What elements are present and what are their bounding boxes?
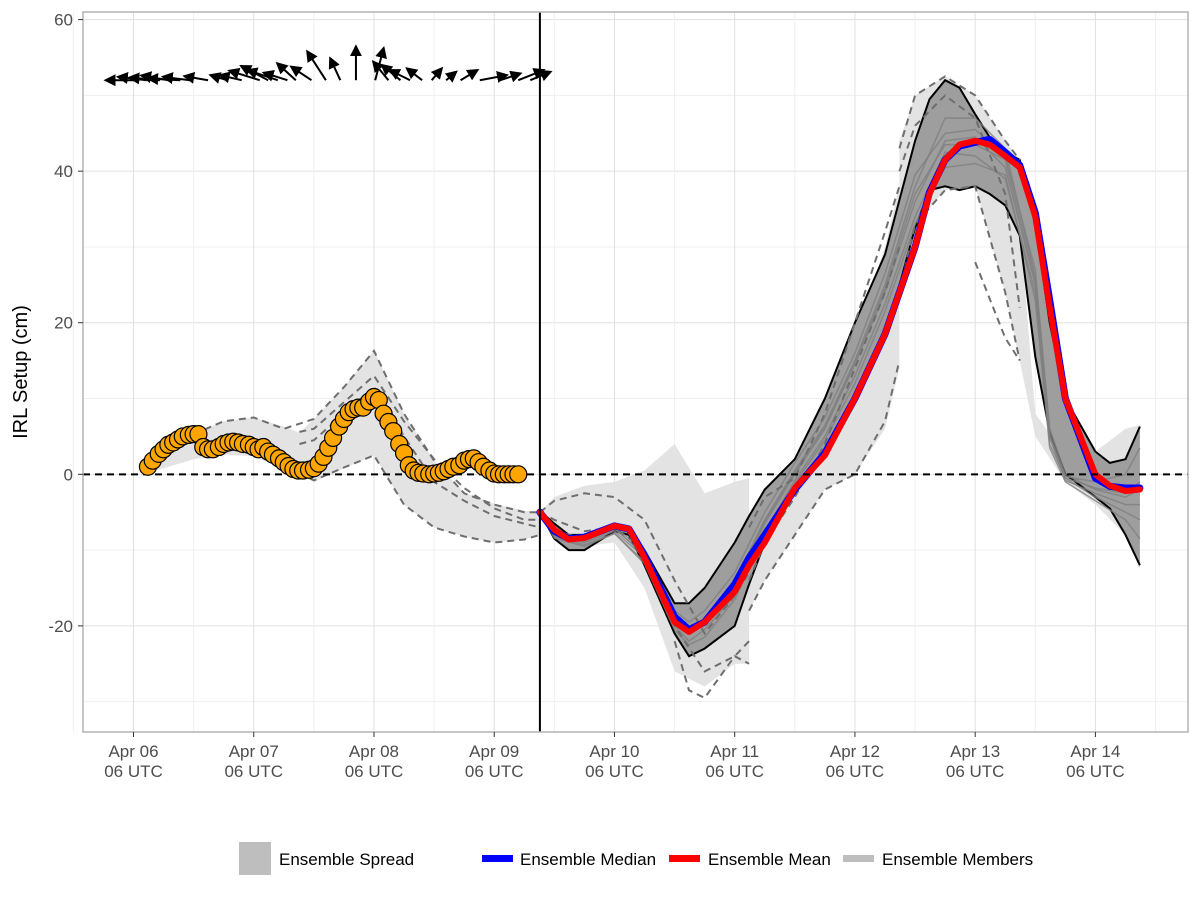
x-tick-label: 06 UTC bbox=[1066, 762, 1125, 781]
hindcast-spread-area bbox=[147, 350, 540, 543]
forecast-spread-area bbox=[539, 76, 1140, 687]
mean-line bbox=[536, 137, 1143, 635]
y-tick-label: 60 bbox=[54, 11, 73, 30]
legend-label-spread: Ensemble Spread bbox=[279, 850, 414, 869]
x-tick-label: 06 UTC bbox=[465, 762, 524, 781]
member-line bbox=[539, 162, 1141, 646]
legend-swatch-members bbox=[843, 855, 874, 862]
legend-label-members: Ensemble Members bbox=[882, 850, 1033, 869]
reference-lines bbox=[83, 12, 1188, 732]
legend-label-mean: Ensemble Mean bbox=[708, 850, 831, 869]
wind-arrows bbox=[103, 44, 553, 87]
ensemble-envelope-area bbox=[539, 80, 1140, 657]
wind-arrow bbox=[444, 70, 458, 83]
wind-arrow bbox=[405, 67, 423, 81]
y-axis-label: IRL Setup (cm) bbox=[10, 305, 32, 439]
x-tick-label: 06 UTC bbox=[345, 762, 404, 781]
x-tick-label: Apr 14 bbox=[1070, 742, 1120, 761]
spread-boundary-dashed bbox=[898, 94, 1021, 308]
x-tick-label: Apr 11 bbox=[710, 742, 759, 761]
wind-arrow bbox=[289, 65, 313, 82]
x-tick-label: 06 UTC bbox=[224, 762, 283, 781]
x-tick-label: Apr 12 bbox=[830, 742, 880, 761]
legend-swatch-median bbox=[482, 855, 513, 862]
wind-arrow bbox=[430, 66, 444, 81]
x-tick-label: 06 UTC bbox=[705, 762, 764, 781]
spread-boundary-dashed bbox=[299, 374, 540, 521]
wind-arrow bbox=[479, 71, 509, 83]
ensemble-series bbox=[536, 135, 1144, 635]
x-tick-label: Apr 13 bbox=[950, 742, 1000, 761]
spread-boundary-dashed bbox=[974, 261, 1021, 362]
spread-boundary-dashed bbox=[539, 511, 750, 673]
legend-swatch-mean bbox=[669, 855, 700, 862]
spread-boundary-dashed bbox=[193, 348, 540, 514]
spread-boundary-dashed bbox=[298, 454, 541, 544]
wind-arrow bbox=[261, 70, 288, 82]
x-tick-label: Apr 09 bbox=[469, 742, 519, 761]
plot-border bbox=[82, 11, 1189, 733]
x-tick-label: 06 UTC bbox=[585, 762, 644, 781]
x-tick-label: Apr 08 bbox=[349, 742, 399, 761]
spread-boundary-dashed bbox=[898, 185, 1021, 361]
x-tick-label: Apr 10 bbox=[589, 742, 639, 761]
legend-label-median: Ensemble Median bbox=[520, 850, 656, 869]
x-tick-label: 06 UTC bbox=[826, 762, 885, 781]
wind-arrow bbox=[182, 71, 209, 84]
ensemble-spread bbox=[147, 76, 1140, 687]
y-tick-label: 0 bbox=[64, 465, 73, 484]
observed-points bbox=[138, 387, 528, 484]
wind-arrow bbox=[275, 61, 297, 81]
wind-arrow bbox=[499, 70, 523, 83]
wind-arrow bbox=[328, 56, 342, 81]
spread-boundary-dashed bbox=[299, 385, 541, 529]
legend: Ensemble Spread Ensemble Median Ensemble… bbox=[239, 842, 1033, 875]
x-tick-label: Apr 07 bbox=[229, 742, 279, 761]
x-tick-label: Apr 06 bbox=[108, 742, 158, 761]
x-tick-label: 06 UTC bbox=[104, 762, 163, 781]
observed-point bbox=[509, 465, 528, 484]
wind-arrow bbox=[306, 49, 327, 81]
wind-arrow bbox=[529, 70, 553, 82]
y-tick-label: 20 bbox=[54, 314, 73, 333]
wind-arrow bbox=[460, 68, 480, 82]
spread-boundary-dashed bbox=[673, 640, 750, 700]
y-tick-label: -20 bbox=[48, 617, 73, 636]
x-tick-label: 06 UTC bbox=[946, 762, 1005, 781]
spread-boundary-dashed bbox=[539, 492, 750, 636]
y-tick-label: 40 bbox=[54, 162, 73, 181]
spread-boundary-dashed bbox=[898, 75, 1021, 161]
legend-swatch-spread bbox=[239, 842, 271, 875]
